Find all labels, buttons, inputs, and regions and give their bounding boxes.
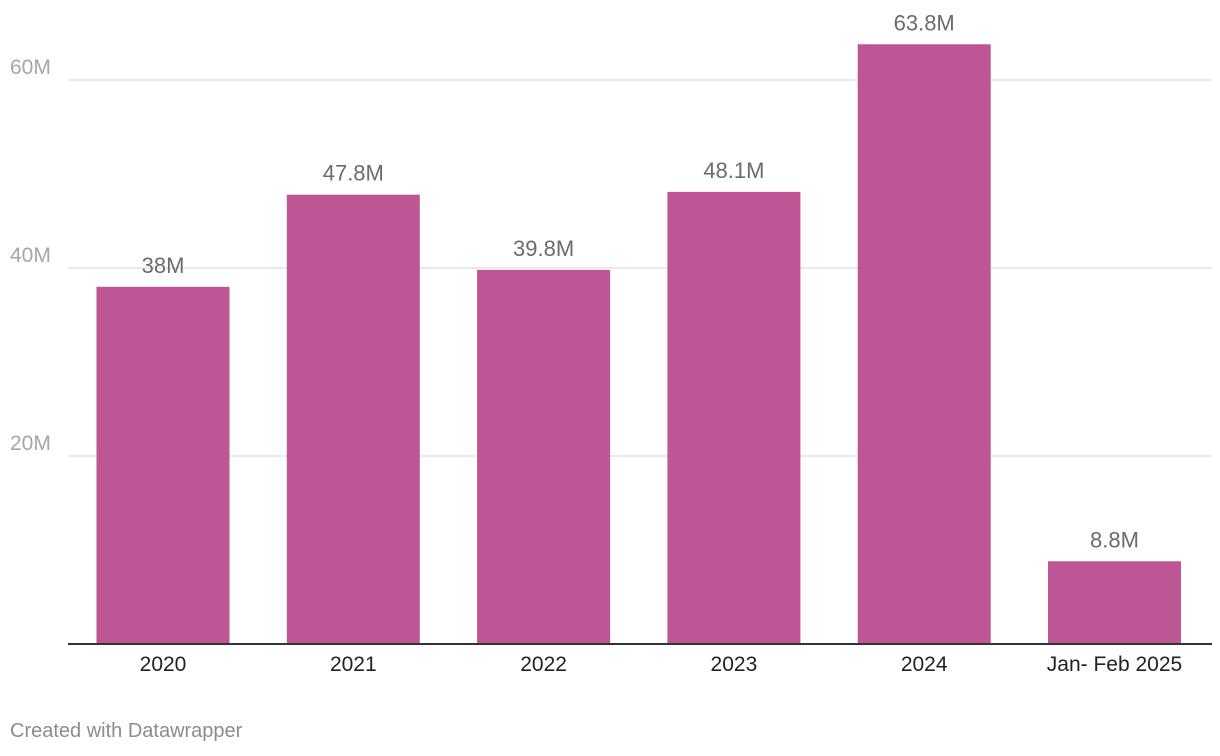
gridlines: 20M 40M 60M (10, 56, 1212, 457)
bars (96, 44, 1181, 645)
bar-value-label: 39.8M (513, 236, 574, 261)
x-tick-label: 2022 (520, 653, 567, 676)
x-tick-label: 2023 (711, 653, 758, 676)
bar-2021 (286, 194, 420, 644)
bar-2024 (857, 44, 991, 644)
y-tick-label: 20M (10, 432, 51, 455)
bar-2022 (477, 269, 611, 644)
bar-value-label: 63.8M (894, 10, 955, 35)
bar-value-label: 38M (142, 253, 185, 278)
x-axis-tick-labels: 2020 2021 2022 2023 2024 Jan- Feb 2025 (140, 653, 1183, 676)
value-labels: 38M 47.8M 39.8M 48.1M 63.8M 8.8M (142, 10, 1139, 552)
bar-2023 (667, 191, 801, 645)
x-tick-label: 2020 (140, 653, 187, 676)
x-tick-label: Jan- Feb 2025 (1047, 653, 1182, 676)
bar-2020 (96, 286, 230, 644)
bar-value-label: 48.1M (703, 158, 764, 183)
y-tick-label: 60M (10, 56, 51, 79)
bar-jan--feb-2025 (1048, 561, 1181, 644)
x-tick-label: 2024 (901, 653, 948, 676)
x-tick-label: 2021 (330, 653, 377, 676)
y-tick-label: 40M (10, 244, 51, 267)
bar-chart: 20M 40M 60M 38M 47.8M 39.8M 48.1M 63.8M 8.8M 20… (10, 10, 1212, 676)
bar-value-label: 47.8M (323, 161, 384, 186)
bar-value-label: 8.8M (1090, 527, 1139, 552)
footer-credit: Created with Datawrapper (10, 720, 243, 742)
